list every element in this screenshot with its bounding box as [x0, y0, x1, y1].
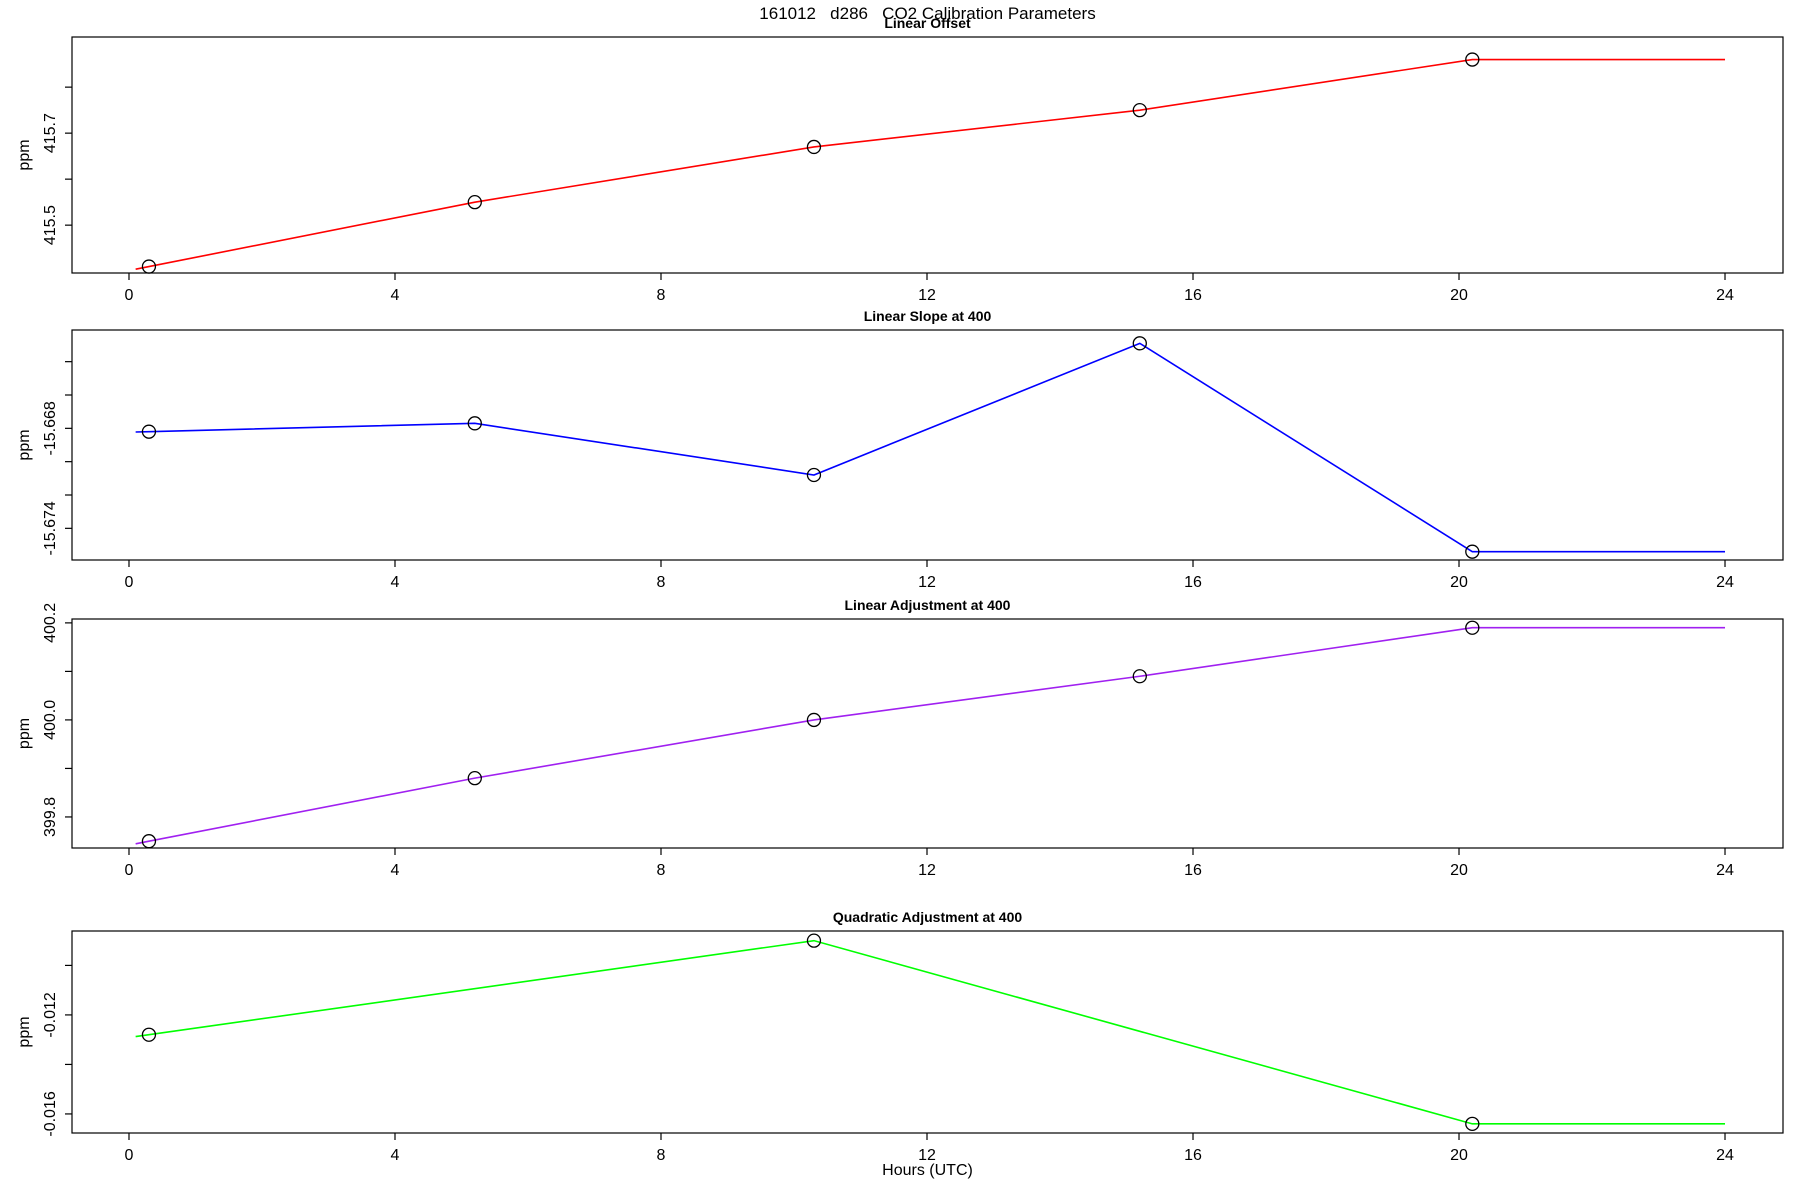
svg-text:8: 8 — [657, 862, 666, 879]
panel-0-ylabel: ppm — [16, 139, 33, 170]
svg-text:8: 8 — [657, 287, 666, 304]
panel-3-series-line — [135, 939, 1726, 1125]
panel-title-linear-slope: Linear Slope at 400 — [863, 308, 992, 324]
svg-text:24: 24 — [1716, 862, 1734, 879]
panel-1-ylabel: ppm — [16, 429, 33, 460]
panel-3-x-axis: 0 4 8 12 16 20 24 — [125, 1133, 1734, 1164]
panel-0-series-line — [135, 58, 1726, 270]
panel-1-series-line — [135, 342, 1726, 553]
panel-title-linear-offset: Linear Offset — [884, 15, 971, 31]
panel-title-linear-adjustment: Linear Adjustment at 400 — [844, 597, 1011, 613]
svg-text:400.0: 400.0 — [42, 700, 59, 740]
svg-text:16: 16 — [1184, 1147, 1202, 1164]
svg-text:12: 12 — [918, 1147, 936, 1164]
panel-1-box — [71, 329, 1784, 561]
svg-text:12: 12 — [918, 862, 936, 879]
svg-text:16: 16 — [1184, 862, 1202, 879]
panel-2: 0 4 8 12 16 20 24 399.8 400.0 400.2 ppm — [16, 603, 1784, 879]
svg-text:4: 4 — [391, 1147, 400, 1164]
panel-0: 0 4 8 12 16 20 24 415.5 415.7 ppm — [16, 36, 1784, 304]
panel-1-y-axis: -15.674 -15.668 — [42, 361, 72, 555]
panel-3-markers — [141, 933, 1480, 1131]
panel-3-box — [71, 930, 1784, 1134]
panel-3-ylabel: ppm — [16, 1016, 33, 1047]
svg-text:12: 12 — [918, 574, 936, 591]
svg-text:24: 24 — [1716, 287, 1734, 304]
svg-text:16: 16 — [1184, 287, 1202, 304]
panel-0-y-axis: 415.5 415.7 — [42, 86, 72, 245]
svg-text:-0.012: -0.012 — [42, 992, 59, 1037]
svg-text:4: 4 — [391, 287, 400, 304]
panel-2-y-axis: 399.8 400.0 400.2 — [42, 603, 72, 837]
svg-text:0: 0 — [125, 574, 134, 591]
svg-text:-15.674: -15.674 — [42, 501, 59, 555]
svg-text:12: 12 — [918, 287, 936, 304]
svg-text:415.7: 415.7 — [42, 113, 59, 153]
svg-text:-15.668: -15.668 — [42, 401, 59, 455]
svg-text:24: 24 — [1716, 574, 1734, 591]
panel-1: 0 4 8 12 16 20 24 -15.674 -15.668 ppm — [16, 329, 1784, 591]
panel-0-x-axis: 0 4 8 12 16 20 24 — [125, 273, 1734, 304]
svg-text:399.8: 399.8 — [42, 797, 59, 837]
svg-text:0: 0 — [125, 862, 134, 879]
svg-text:4: 4 — [391, 574, 400, 591]
svg-text:4: 4 — [391, 862, 400, 879]
panel-1-x-axis: 0 4 8 12 16 20 24 — [125, 560, 1734, 591]
panel-2-box — [71, 618, 1784, 849]
svg-text:400.2: 400.2 — [42, 603, 59, 643]
svg-text:415.5: 415.5 — [42, 205, 59, 245]
panel-2-markers — [141, 620, 1480, 849]
panel-3: 0 4 8 12 16 20 24 -0.016 -0.012 ppm — [16, 930, 1784, 1164]
svg-text:24: 24 — [1716, 1147, 1734, 1164]
svg-text:-0.016: -0.016 — [42, 1091, 59, 1136]
panel-2-x-axis: 0 4 8 12 16 20 24 — [125, 848, 1734, 879]
svg-text:20: 20 — [1450, 1147, 1468, 1164]
svg-text:8: 8 — [657, 574, 666, 591]
page-title: 161012 d286 CO2 Calibration Parameters — [759, 4, 1096, 23]
panel-2-ylabel: ppm — [16, 718, 33, 749]
panel-0-box — [71, 36, 1784, 274]
svg-text:20: 20 — [1450, 862, 1468, 879]
svg-text:16: 16 — [1184, 574, 1202, 591]
svg-text:20: 20 — [1450, 574, 1468, 591]
panel-3-y-axis: -0.016 -0.012 — [42, 964, 72, 1137]
x-axis-label: Hours (UTC) — [882, 1162, 973, 1179]
panel-2-series-line — [135, 626, 1726, 845]
svg-text:20: 20 — [1450, 287, 1468, 304]
svg-text:8: 8 — [657, 1147, 666, 1164]
panel-title-quadratic-adjustment: Quadratic Adjustment at 400 — [832, 909, 1023, 925]
panel-0-markers — [141, 52, 1480, 274]
svg-text:0: 0 — [125, 287, 134, 304]
svg-text:0: 0 — [125, 1147, 134, 1164]
panel-1-markers — [141, 336, 1480, 559]
